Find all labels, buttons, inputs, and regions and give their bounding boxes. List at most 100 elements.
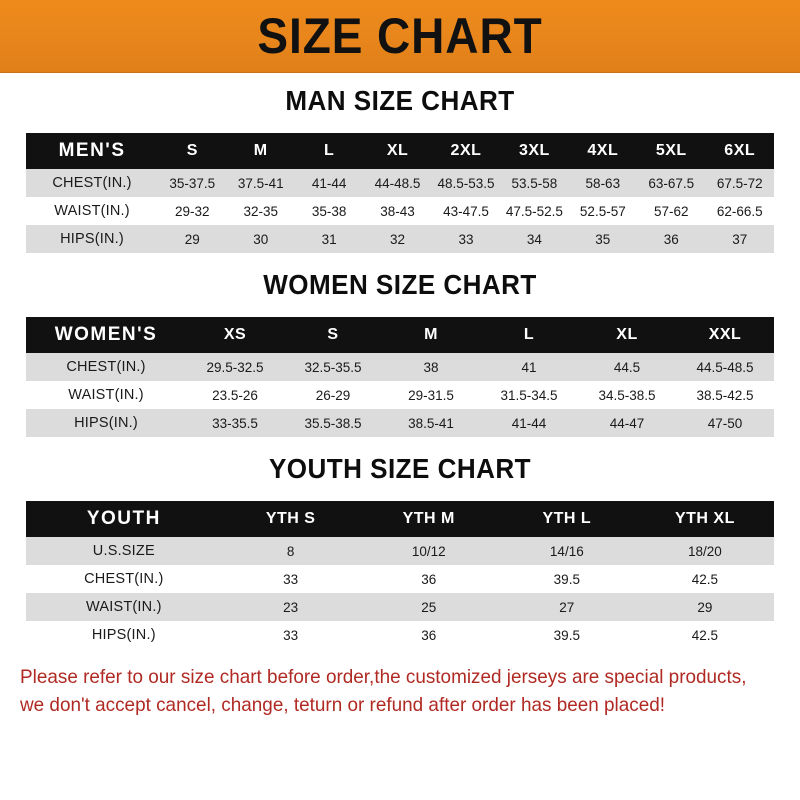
men-waist-4xl: 52.5-57 xyxy=(568,197,638,225)
women-header-label: WOMEN'S xyxy=(26,317,186,353)
youth-waist-s: 23 xyxy=(221,593,360,621)
men-chest-xl: 44-48.5 xyxy=(363,169,432,197)
youth-chart-wrap: YOUTH YTH S YTH M YTH L YTH XL U.S.SIZE … xyxy=(26,501,774,649)
men-section-title: MAN SIZE CHART xyxy=(285,85,515,116)
youth-hips-m: 36 xyxy=(359,621,498,649)
youth-chest-m: 36 xyxy=(359,565,498,593)
youth-hips-l: 39.5 xyxy=(497,621,636,649)
women-hips-m: 38.5-41 xyxy=(382,409,480,437)
men-size-header-xl: XL xyxy=(363,133,432,169)
men-waist-5xl: 57-62 xyxy=(637,197,706,225)
women-waist-xl: 34.5-38.5 xyxy=(578,381,676,409)
men-table-head: MEN'S S M L XL 2XL 3XL 4XL 5XL 6XL xyxy=(26,133,774,169)
youth-size-header-l: YTH L xyxy=(497,501,636,537)
youth-header-label: YOUTH xyxy=(26,501,222,537)
women-hips-s: 35.5-38.5 xyxy=(284,409,382,437)
men-size-header-s: S xyxy=(158,133,227,169)
table-row: WAIST(IN.) 23 25 27 29 xyxy=(26,593,774,621)
men-row-label-chest: CHEST(IN.) xyxy=(26,169,159,197)
men-row-label-hips: HIPS(IN.) xyxy=(26,225,159,253)
youth-ussize-s: 8 xyxy=(221,537,360,565)
youth-chest-s: 33 xyxy=(221,565,360,593)
men-hips-6xl: 37 xyxy=(705,225,774,253)
men-waist-s: 29-32 xyxy=(158,197,227,225)
men-size-table: MEN'S S M L XL 2XL 3XL 4XL 5XL 6XL CHEST… xyxy=(26,133,774,253)
women-table-head: WOMEN'S XS S M L XL XXL xyxy=(26,317,774,353)
table-row: HIPS(IN.) 29 30 31 32 33 34 35 36 37 xyxy=(26,225,774,253)
table-row: CHEST(IN.) 29.5-32.5 32.5-35.5 38 41 44.… xyxy=(26,353,774,381)
men-waist-3xl: 47.5-52.5 xyxy=(500,197,569,225)
women-size-header-s: S xyxy=(284,317,382,353)
men-hips-3xl: 34 xyxy=(500,225,569,253)
men-hips-4xl: 35 xyxy=(568,225,638,253)
men-hips-5xl: 36 xyxy=(637,225,706,253)
men-size-header-l: L xyxy=(294,133,364,169)
men-chest-s: 35-37.5 xyxy=(158,169,227,197)
table-row: WAIST(IN.) 29-32 32-35 35-38 38-43 43-47… xyxy=(26,197,774,225)
table-row: CHEST(IN.) 33 36 39.5 42.5 xyxy=(26,565,774,593)
youth-header-row: YOUTH YTH S YTH M YTH L YTH XL xyxy=(26,501,774,537)
women-chest-xs: 29.5-32.5 xyxy=(186,353,284,381)
men-waist-l: 35-38 xyxy=(294,197,364,225)
men-hips-s: 29 xyxy=(158,225,227,253)
footer-disclaimer: Please refer to our size chart before or… xyxy=(20,649,757,720)
youth-hips-s: 33 xyxy=(221,621,360,649)
women-chest-l: 41 xyxy=(480,353,578,381)
youth-table-head: YOUTH YTH S YTH M YTH L YTH XL xyxy=(26,501,774,537)
men-row-label-waist: WAIST(IN.) xyxy=(26,197,159,225)
youth-ussize-xl: 18/20 xyxy=(635,537,774,565)
youth-chest-l: 39.5 xyxy=(497,565,636,593)
men-chest-4xl: 58-63 xyxy=(568,169,638,197)
youth-row-label-ussize: U.S.SIZE xyxy=(26,537,222,565)
youth-table-body: U.S.SIZE 8 10/12 14/16 18/20 CHEST(IN.) … xyxy=(26,537,774,649)
women-table-body: CHEST(IN.) 29.5-32.5 32.5-35.5 38 41 44.… xyxy=(26,353,774,437)
men-size-header-4xl: 4XL xyxy=(568,133,638,169)
men-size-header-m: M xyxy=(226,133,295,169)
women-size-header-xs: XS xyxy=(186,317,284,353)
men-size-header-5xl: 5XL xyxy=(637,133,706,169)
men-waist-xl: 38-43 xyxy=(363,197,432,225)
youth-waist-m: 25 xyxy=(359,593,498,621)
youth-row-label-waist: WAIST(IN.) xyxy=(26,593,222,621)
women-waist-l: 31.5-34.5 xyxy=(480,381,578,409)
women-row-label-chest: CHEST(IN.) xyxy=(26,353,186,381)
women-size-header-l: L xyxy=(480,317,578,353)
women-chart-wrap: WOMEN'S XS S M L XL XXL CHEST(IN.) 29.5-… xyxy=(26,317,774,437)
women-row-label-waist: WAIST(IN.) xyxy=(26,381,186,409)
youth-size-header-s: YTH S xyxy=(221,501,360,537)
youth-waist-xl: 29 xyxy=(635,593,774,621)
youth-section-title: YOUTH SIZE CHART xyxy=(268,453,532,484)
men-hips-2xl: 33 xyxy=(431,225,501,253)
footer-disclaimer-line-2: we don't accept cancel, change, teturn o… xyxy=(20,694,666,717)
women-size-header-xl: XL xyxy=(578,317,676,353)
youth-waist-l: 27 xyxy=(497,593,636,621)
men-chest-6xl: 67.5-72 xyxy=(705,169,774,197)
youth-size-header-xl: YTH XL xyxy=(635,501,774,537)
youth-ussize-l: 14/16 xyxy=(497,537,636,565)
women-hips-xs: 33-35.5 xyxy=(186,409,284,437)
men-chart-wrap: MEN'S S M L XL 2XL 3XL 4XL 5XL 6XL CHEST… xyxy=(26,133,774,253)
table-row: HIPS(IN.) 33 36 39.5 42.5 xyxy=(26,621,774,649)
footer-disclaimer-line-1: Please refer to our size chart before or… xyxy=(20,666,747,688)
men-hips-l: 31 xyxy=(294,225,364,253)
men-size-header-6xl: 6XL xyxy=(705,133,774,169)
youth-row-label-hips: HIPS(IN.) xyxy=(26,621,222,649)
youth-size-table: YOUTH YTH S YTH M YTH L YTH XL U.S.SIZE … xyxy=(26,501,774,649)
youth-row-label-chest: CHEST(IN.) xyxy=(26,565,222,593)
men-header-label: MEN'S xyxy=(26,133,159,169)
men-chest-3xl: 53.5-58 xyxy=(500,169,569,197)
women-size-header-m: M xyxy=(382,317,480,353)
men-chest-l: 41-44 xyxy=(294,169,364,197)
table-row: CHEST(IN.) 35-37.5 37.5-41 41-44 44-48.5… xyxy=(26,169,774,197)
women-waist-s: 26-29 xyxy=(284,381,382,409)
men-size-header-3xl: 3XL xyxy=(500,133,569,169)
men-chest-5xl: 63-67.5 xyxy=(637,169,706,197)
table-row: WAIST(IN.) 23.5-26 26-29 29-31.5 31.5-34… xyxy=(26,381,774,409)
men-chest-m: 37.5-41 xyxy=(226,169,295,197)
men-hips-m: 30 xyxy=(226,225,295,253)
women-hips-xxl: 47-50 xyxy=(676,409,774,437)
page-title: SIZE CHART xyxy=(257,8,543,64)
women-hips-xl: 44-47 xyxy=(578,409,676,437)
women-hips-l: 41-44 xyxy=(480,409,578,437)
